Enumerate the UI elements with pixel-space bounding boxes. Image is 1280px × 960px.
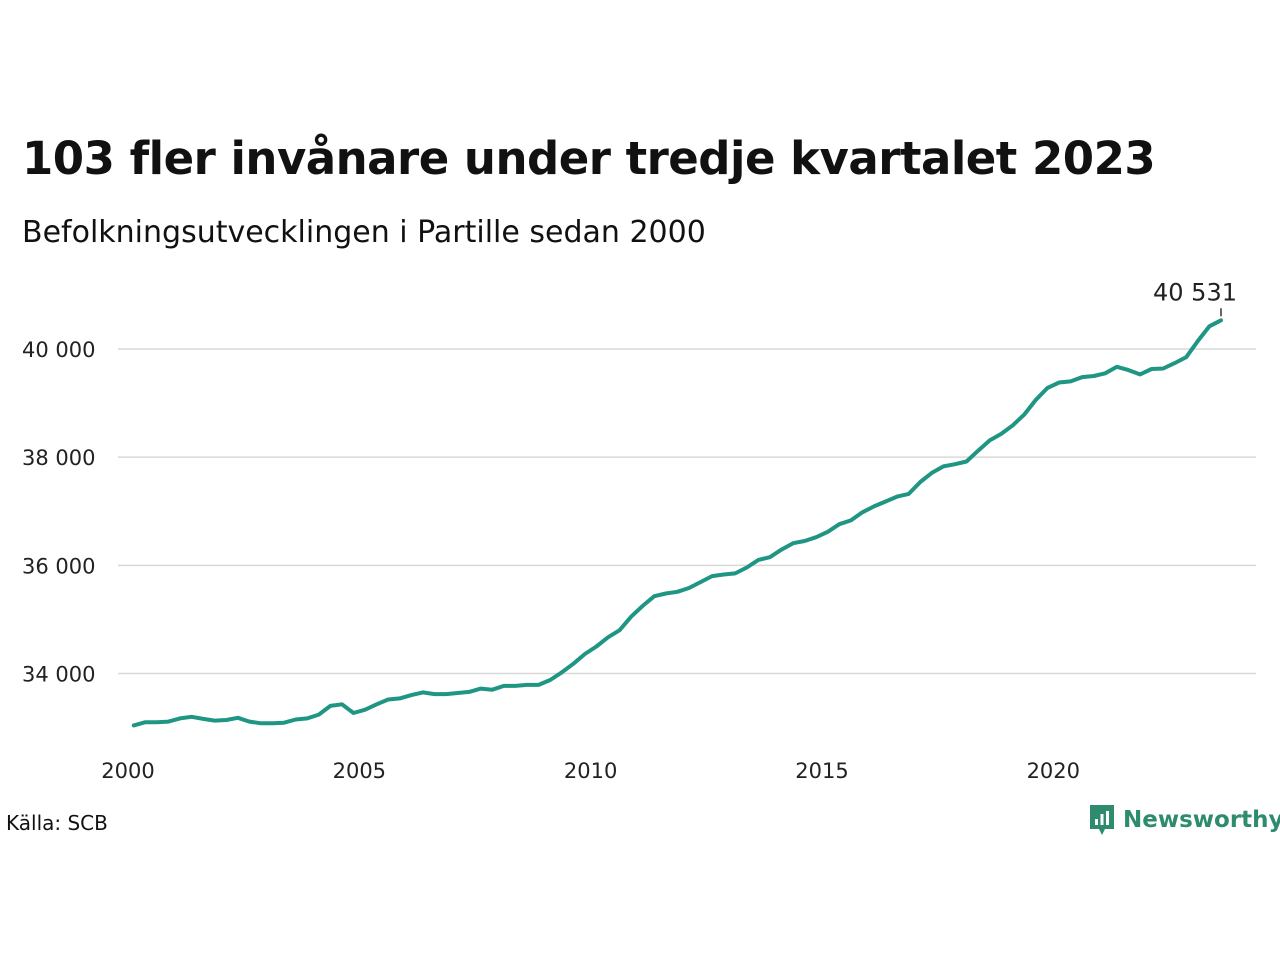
source-note: Källa: SCB [6,811,108,835]
y-tick-label: 38 000 [22,446,95,470]
brand-name: Newsworthy [1123,807,1280,833]
brand-logo: Newsworthy [1088,803,1280,837]
x-tick-label: 2010 [564,759,617,783]
x-tick-label: 2015 [795,759,848,783]
newsworthy-logo-icon [1090,805,1114,835]
x-tick-labels: 2000 2005 2010 2015 2020 [101,759,1080,783]
x-tick-label: 2020 [1027,759,1080,783]
last-value-label: 40 531 [1153,278,1237,306]
line-chart: 34 000 36 000 38 000 40 000 2000 2005 2010 201… [22,278,1256,783]
chart-subtitle: Befolkningsutvecklingen i Partille sedan… [22,215,706,250]
population-line [131,318,1223,728]
gridlines [118,348,1256,675]
x-tick-label: 2000 [101,759,154,783]
y-tick-label: 34 000 [22,663,95,687]
y-tick-labels: 34 000 36 000 38 000 40 000 [22,338,95,687]
x-tick-label: 2005 [333,759,386,783]
chart-title: 103 fler invånare under tredje kvartalet… [22,132,1156,185]
y-tick-label: 40 000 [22,338,95,362]
y-tick-label: 36 000 [22,554,95,578]
